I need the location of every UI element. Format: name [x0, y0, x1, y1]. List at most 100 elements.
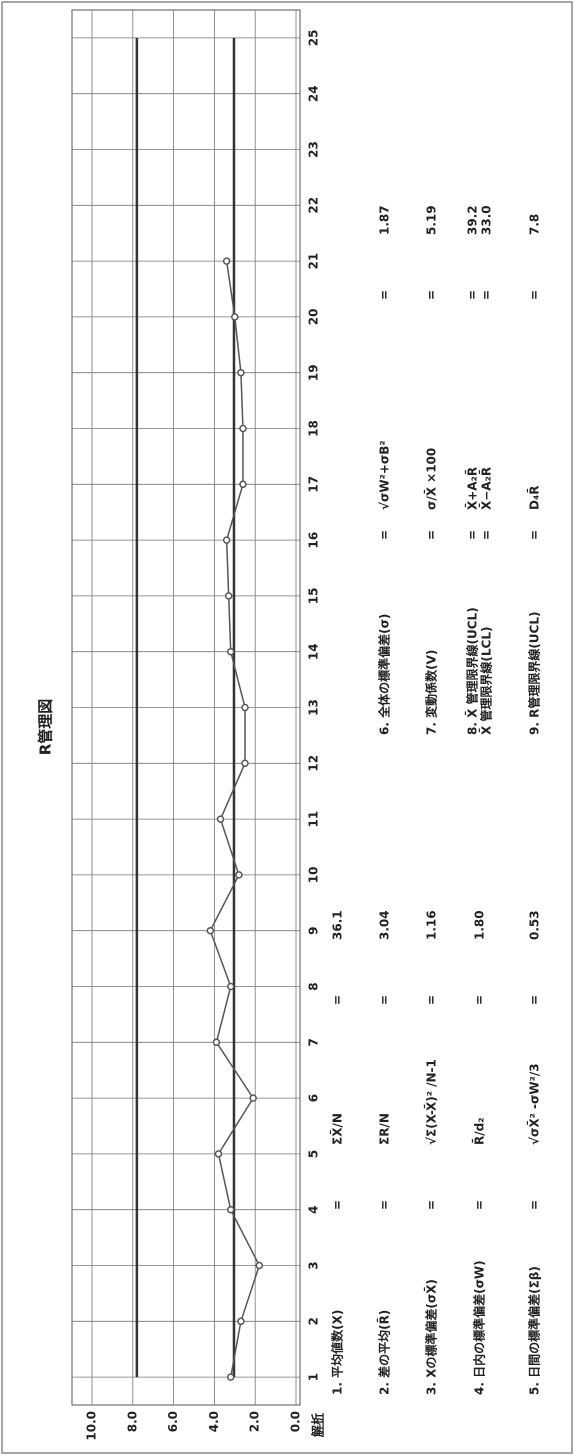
item-label: X̄ 管理限界線(LCL) [478, 627, 493, 736]
chart-title: R管理図 [37, 699, 55, 756]
x-tick-label: 2 [307, 1317, 321, 1325]
data-point [241, 703, 249, 712]
x-tick-label: 14 [307, 643, 321, 660]
item-formula: X̄+A₂R̄ [464, 467, 479, 510]
section-title: 解析 [310, 1413, 325, 1437]
data-point [241, 759, 249, 768]
item-label: 1. 平均値数(X) [330, 1310, 345, 1395]
item-formula: σ/X̄ ×100 [423, 448, 438, 510]
x-tick-label: 6 [307, 1094, 321, 1102]
equals-sign: = [425, 530, 439, 540]
data-point [224, 592, 233, 600]
item-formula: √σW²+σB² [378, 440, 392, 510]
equals-sign: = [528, 995, 542, 1005]
data-point [239, 480, 247, 489]
item-label: 9. R管理限界線(UCL) [527, 612, 542, 736]
data-point [255, 1261, 264, 1270]
data-point [214, 1150, 223, 1158]
x-tick-label: 23 [307, 141, 321, 158]
x-tick-label: 7 [307, 1038, 321, 1046]
equals-sign: = [480, 290, 494, 300]
item-formula: ΣX̄/N [329, 1113, 344, 1145]
item-label: 8. X̄ 管理限界線(UCL) [464, 607, 479, 735]
y-tick-label: 8.0 [125, 1411, 139, 1432]
equals-sign: = [378, 530, 392, 540]
data-point [226, 1205, 235, 1214]
equals-sign: = [331, 1200, 345, 1210]
equals-sign: = [331, 995, 345, 1005]
item-label: 2. 差の平均(R̄) [376, 1310, 391, 1395]
item-result: 33.0 [480, 205, 494, 235]
equals-sign: = [528, 530, 542, 540]
x-tick-label: 3 [307, 1261, 321, 1269]
item-label: 7. 変動係数(V) [424, 650, 439, 735]
equals-sign: = [528, 290, 542, 300]
x-tick-label: 21 [307, 253, 321, 270]
data-point [249, 1094, 257, 1102]
x-tick-label: 8 [307, 982, 321, 990]
item-formula: X̄−A₂R̄ [478, 467, 493, 510]
data-point [237, 1317, 245, 1326]
item-formula: √Σ(X-X̄)² /N-1 [423, 1059, 438, 1145]
data-point [222, 536, 231, 544]
item-formula: R̄/d₂ [471, 1118, 486, 1145]
data-point [226, 647, 235, 656]
equals-sign: = [378, 995, 392, 1005]
x-tick-label: 25 [307, 30, 321, 47]
x-tick-label: 18 [307, 420, 321, 437]
y-tick-label: 10.0 [85, 1411, 99, 1441]
x-tick-label: 12 [307, 755, 321, 772]
y-tick-label: 0.0 [289, 1411, 303, 1432]
y-tick-label: 4.0 [207, 1411, 221, 1432]
item-result: 5.19 [425, 205, 439, 235]
equals-sign: = [473, 995, 487, 1005]
item-result: 1.87 [378, 205, 392, 235]
x-tick-label: 10 [307, 867, 321, 884]
x-tick-label: 20 [307, 309, 321, 326]
x-tick-label: 9 [307, 927, 321, 935]
data-point [216, 815, 225, 823]
item-result: 1.16 [425, 910, 439, 940]
equals-sign: = [466, 530, 480, 540]
data-point [206, 926, 215, 935]
item-formula: D₄R̄ [526, 486, 541, 510]
y-tick-label: 2.0 [248, 1411, 262, 1432]
item-label: 6. 全体の標準偏差(σ) [377, 614, 392, 735]
equals-sign: = [378, 1200, 392, 1210]
x-tick-label: 22 [307, 197, 321, 214]
x-tick-label: 15 [307, 588, 321, 605]
x-tick-label: 4 [307, 1206, 321, 1214]
data-point [226, 982, 235, 991]
data-point [212, 1038, 221, 1047]
data-point [226, 1373, 235, 1381]
x-tick-label: 17 [307, 476, 321, 493]
item-result: 36.1 [331, 910, 345, 940]
x-tick-label: 5 [307, 1150, 321, 1158]
equals-sign: = [480, 530, 494, 540]
item-result: 39.2 [466, 205, 480, 235]
item-result: 7.8 [528, 214, 542, 235]
data-point [222, 257, 231, 265]
item-result: 0.53 [528, 910, 542, 940]
data-point [237, 368, 245, 377]
equals-sign: = [425, 995, 439, 1005]
equals-sign: = [473, 1200, 487, 1210]
item-formula: ΣR/N [378, 1113, 392, 1145]
data-point [231, 313, 239, 321]
x-tick-label: 1 [307, 1373, 321, 1381]
equals-sign: = [528, 1200, 542, 1210]
equals-sign: = [425, 290, 439, 300]
item-label: 3. Xの標準偏差(σX̄) [423, 1279, 438, 1395]
x-tick-label: 11 [307, 811, 321, 828]
equals-sign: = [378, 290, 392, 300]
item-formula: √σX̄² -σW²/3 [526, 1063, 541, 1145]
item-label: 4. 日内の標準偏差(σW) [472, 1260, 487, 1395]
y-tick-label: 6.0 [166, 1411, 180, 1432]
equals-sign: = [425, 1200, 439, 1210]
x-tick-label: 16 [307, 532, 321, 549]
x-tick-label: 13 [307, 699, 321, 716]
item-label: 5. 日間の標準偏差(Σβ) [527, 1266, 542, 1395]
